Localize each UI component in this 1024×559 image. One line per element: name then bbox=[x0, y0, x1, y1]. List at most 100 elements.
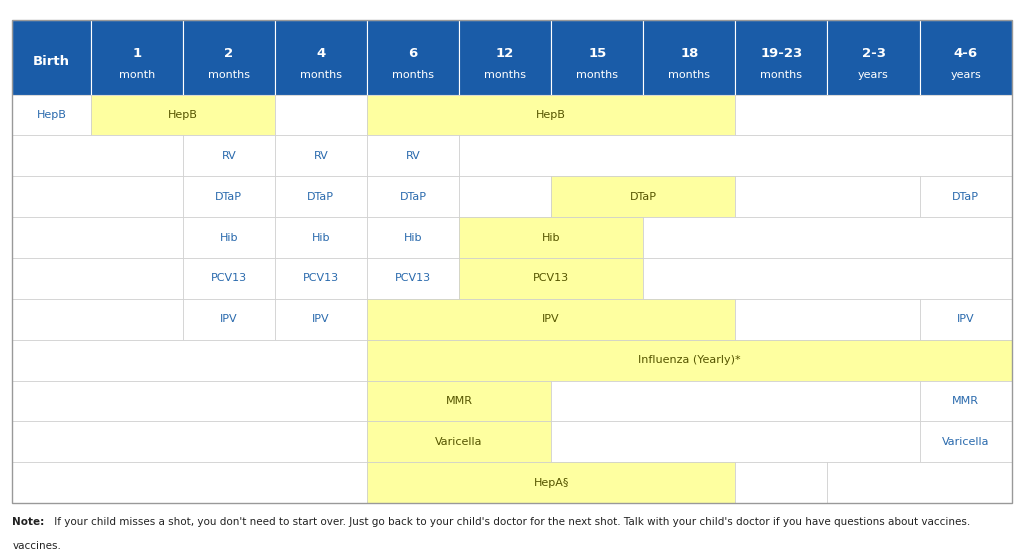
Bar bbox=[367, 258, 459, 299]
Text: IPV: IPV bbox=[956, 314, 975, 324]
Text: Varicella: Varicella bbox=[435, 437, 482, 447]
Text: HepB: HepB bbox=[37, 110, 67, 120]
Bar bbox=[90, 94, 274, 135]
Text: Hib: Hib bbox=[311, 233, 330, 243]
Bar bbox=[274, 135, 367, 176]
Bar bbox=[274, 94, 367, 135]
Text: months: months bbox=[577, 69, 618, 79]
Bar bbox=[551, 20, 643, 94]
Bar bbox=[12, 20, 90, 94]
Bar bbox=[920, 299, 1012, 340]
Bar bbox=[182, 299, 274, 340]
Bar bbox=[920, 421, 1012, 462]
Bar bbox=[551, 381, 920, 421]
Bar bbox=[367, 20, 459, 94]
Bar bbox=[735, 20, 827, 94]
Bar bbox=[182, 135, 274, 176]
Bar bbox=[274, 258, 367, 299]
Text: years: years bbox=[950, 69, 981, 79]
Bar bbox=[367, 381, 551, 421]
Bar bbox=[551, 421, 920, 462]
Bar bbox=[551, 176, 735, 217]
Text: HepB: HepB bbox=[537, 110, 566, 120]
Bar bbox=[735, 299, 920, 340]
Bar bbox=[12, 462, 367, 503]
Text: PCV13: PCV13 bbox=[534, 273, 569, 283]
Text: 19-23: 19-23 bbox=[760, 47, 803, 60]
Bar bbox=[367, 135, 459, 176]
Bar bbox=[459, 135, 1012, 176]
Bar bbox=[920, 20, 1012, 94]
Text: months: months bbox=[392, 69, 434, 79]
Text: DTaP: DTaP bbox=[399, 192, 426, 202]
Text: years: years bbox=[858, 69, 889, 79]
Text: Note:: Note: bbox=[12, 517, 44, 527]
Text: months: months bbox=[669, 69, 711, 79]
Text: Influenza (Yearly)*: Influenza (Yearly)* bbox=[638, 355, 740, 365]
Bar bbox=[827, 462, 1012, 503]
Text: If your child misses a shot, you don't need to start over. Just go back to your : If your child misses a shot, you don't n… bbox=[51, 517, 971, 527]
Bar bbox=[459, 217, 643, 258]
Bar bbox=[459, 176, 551, 217]
Bar bbox=[367, 94, 735, 135]
Bar bbox=[12, 340, 367, 381]
Bar bbox=[827, 20, 920, 94]
Text: Varicella: Varicella bbox=[942, 437, 989, 447]
Bar bbox=[735, 462, 827, 503]
Text: month: month bbox=[119, 69, 155, 79]
Bar bbox=[90, 20, 182, 94]
Bar bbox=[12, 217, 182, 258]
Bar bbox=[459, 20, 551, 94]
Bar bbox=[12, 381, 367, 421]
Bar bbox=[367, 340, 1012, 381]
Bar bbox=[12, 176, 182, 217]
Bar bbox=[274, 299, 367, 340]
Text: IPV: IPV bbox=[312, 314, 330, 324]
Bar bbox=[12, 258, 182, 299]
Text: months: months bbox=[484, 69, 526, 79]
Bar bbox=[12, 421, 367, 462]
Bar bbox=[367, 176, 459, 217]
Text: 1: 1 bbox=[132, 47, 141, 60]
Bar bbox=[274, 217, 367, 258]
Text: PCV13: PCV13 bbox=[211, 273, 247, 283]
Bar bbox=[735, 94, 1012, 135]
Text: HepA§: HepA§ bbox=[534, 478, 569, 487]
Text: DTaP: DTaP bbox=[307, 192, 335, 202]
Bar bbox=[367, 421, 551, 462]
Text: DTaP: DTaP bbox=[630, 192, 656, 202]
Text: IPV: IPV bbox=[220, 314, 238, 324]
Text: HepB: HepB bbox=[168, 110, 198, 120]
Bar bbox=[367, 217, 459, 258]
Text: DTaP: DTaP bbox=[215, 192, 243, 202]
Text: 2: 2 bbox=[224, 47, 233, 60]
Bar bbox=[274, 176, 367, 217]
Bar bbox=[182, 20, 274, 94]
Bar bbox=[643, 258, 1012, 299]
Bar bbox=[12, 94, 90, 135]
Text: PCV13: PCV13 bbox=[395, 273, 431, 283]
Bar bbox=[459, 258, 643, 299]
Text: 6: 6 bbox=[409, 47, 418, 60]
Bar bbox=[182, 217, 274, 258]
Text: months: months bbox=[208, 69, 250, 79]
Bar bbox=[735, 176, 920, 217]
Bar bbox=[643, 217, 1012, 258]
Bar bbox=[643, 20, 735, 94]
Text: MMR: MMR bbox=[445, 396, 472, 406]
Text: Hib: Hib bbox=[403, 233, 422, 243]
Text: PCV13: PCV13 bbox=[303, 273, 339, 283]
Bar bbox=[12, 20, 1012, 503]
Text: months: months bbox=[761, 69, 803, 79]
Text: 4: 4 bbox=[316, 47, 326, 60]
Bar bbox=[182, 258, 274, 299]
Bar bbox=[920, 381, 1012, 421]
Text: 12: 12 bbox=[496, 47, 514, 60]
Bar bbox=[182, 176, 274, 217]
Text: RV: RV bbox=[313, 151, 329, 161]
Bar bbox=[367, 462, 735, 503]
Bar bbox=[12, 299, 182, 340]
Text: RV: RV bbox=[221, 151, 237, 161]
Text: RV: RV bbox=[406, 151, 421, 161]
Text: vaccines.: vaccines. bbox=[12, 541, 61, 551]
